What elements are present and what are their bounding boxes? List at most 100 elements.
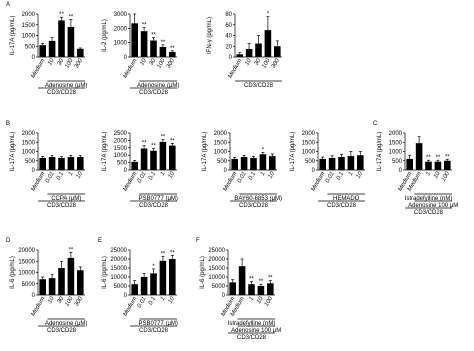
x-tick-label: 0.01 xyxy=(325,171,336,184)
bar xyxy=(229,282,236,295)
group-label: CCPA (μM) xyxy=(51,196,81,202)
bar xyxy=(48,278,56,295)
x-tick-label: 0.01 xyxy=(237,171,248,184)
bar xyxy=(159,46,167,57)
group-label: Adenosine (μM) xyxy=(45,321,87,327)
y-tick-label: 60 xyxy=(225,23,232,29)
y-axis-label: IL-2 (pg/mL) xyxy=(102,19,108,52)
bar xyxy=(67,157,75,170)
y-axis-label: IL-17A (pg/mL) xyxy=(377,132,383,172)
bar xyxy=(140,277,148,295)
bar xyxy=(269,156,276,170)
y-tick-label: 2000 xyxy=(22,12,36,18)
y-tick-label: 0 xyxy=(399,168,403,174)
bar xyxy=(48,40,56,57)
y-tick-label: 2000 xyxy=(214,131,228,137)
x-tick-label: 1 xyxy=(425,171,432,177)
bar xyxy=(338,157,345,170)
bar xyxy=(159,141,167,170)
bar xyxy=(39,45,46,57)
bar xyxy=(255,43,262,57)
x-tick-label: 0.01 xyxy=(45,171,56,184)
bar xyxy=(238,266,246,295)
bar xyxy=(77,270,84,295)
y-tick-label: 40 xyxy=(225,34,232,40)
panel-letter: C xyxy=(373,121,378,127)
y-tick-label: 0 xyxy=(124,55,128,61)
y-tick-label: 10000 xyxy=(110,275,127,281)
x-tick-label: 100 xyxy=(264,295,275,307)
bar xyxy=(434,161,442,170)
bar xyxy=(267,283,274,295)
bar xyxy=(257,286,265,295)
y-tick-label: 1000 xyxy=(22,34,36,40)
y-tick-label: 10000 xyxy=(18,271,35,277)
stim-label: CD3/CD28 xyxy=(47,90,77,96)
bar xyxy=(274,46,281,57)
bar xyxy=(250,157,257,170)
bar xyxy=(150,40,157,57)
bar xyxy=(169,51,176,57)
x-tick-label: 10 xyxy=(167,295,176,304)
significance: ** xyxy=(426,155,431,161)
y-tick-label: 1000 xyxy=(114,153,128,159)
y-tick-label: 2000 xyxy=(114,138,128,144)
y-axis-label: IL-17A (pg/mL) xyxy=(10,16,16,56)
condition-label: Adenosine 100 μM xyxy=(231,328,281,334)
bar xyxy=(406,158,413,170)
y-tick-label: 2000 xyxy=(114,26,128,32)
y-tick-label: 5000 xyxy=(212,284,226,290)
y-tick-label: 3000 xyxy=(114,12,128,18)
stim-label: CD3/CD28 xyxy=(47,203,77,209)
x-tick-label: Medium xyxy=(31,296,47,317)
stim-label: CD3/CD28 xyxy=(244,83,274,89)
group-label: PSB0777 (μM) xyxy=(138,196,177,202)
bar xyxy=(169,145,176,170)
panel-letter: E xyxy=(98,238,102,244)
panel-letter: F xyxy=(196,238,200,244)
y-tick-label: 500 xyxy=(392,159,403,165)
bar xyxy=(425,161,432,170)
significance: ** xyxy=(268,276,273,282)
y-tick-label: 1000 xyxy=(114,41,128,47)
y-tick-label: 2000 xyxy=(22,131,36,137)
x-tick-label: 1 xyxy=(348,171,355,177)
y-tick-label: 2500 xyxy=(114,131,128,137)
x-tick-label: 100 xyxy=(64,295,75,307)
y-tick-label: 1500 xyxy=(389,140,403,146)
x-tick-label: 10 xyxy=(47,295,56,304)
group-label: Istradefylline (nM) xyxy=(405,196,453,202)
bar xyxy=(357,155,364,170)
y-axis-label: IL-6 (pg/mL) xyxy=(200,256,206,289)
bar xyxy=(319,158,326,170)
y-tick-label: 2000 xyxy=(302,131,316,137)
y-tick-label: 2000 xyxy=(389,131,403,137)
y-tick-label: 15000 xyxy=(208,266,225,272)
x-tick-label: 10 xyxy=(433,170,442,179)
bar xyxy=(444,160,451,170)
significance: ** xyxy=(161,40,166,46)
bar xyxy=(245,48,253,57)
x-tick-label: 10 xyxy=(256,295,265,304)
y-axis-label: IL-6 (pg/mL) xyxy=(10,256,16,289)
x-tick-label: 1 xyxy=(260,171,267,177)
x-tick-label: 0.1 xyxy=(56,171,65,181)
bar xyxy=(248,284,255,295)
y-tick-label: 15000 xyxy=(110,266,127,272)
x-tick-label: 300 xyxy=(74,295,85,307)
significance: ** xyxy=(142,23,147,29)
y-tick-label: 1000 xyxy=(302,150,316,156)
y-tick-label: 20000 xyxy=(110,257,127,263)
x-tick-label: 300 xyxy=(166,57,177,69)
significance: ** xyxy=(259,279,264,285)
bar xyxy=(67,257,75,295)
bar xyxy=(140,31,148,57)
y-tick-label: 20 xyxy=(225,44,232,50)
group-label: PSB0777 (μM) xyxy=(138,321,177,327)
y-tick-label: 20000 xyxy=(208,257,225,263)
x-tick-label: 10 xyxy=(267,170,276,179)
panel-letter: D xyxy=(6,238,11,244)
bar xyxy=(150,150,157,170)
y-tick-label: 0 xyxy=(229,55,233,61)
